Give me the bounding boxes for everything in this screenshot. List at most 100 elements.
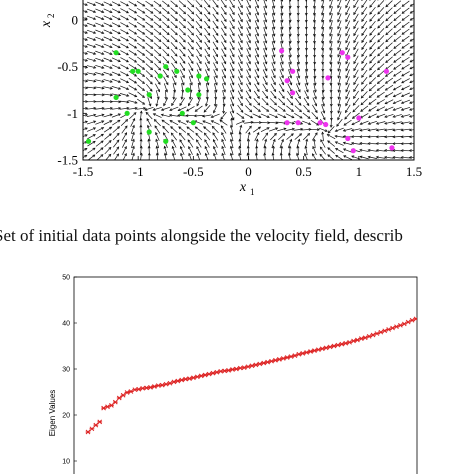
green-data-point: [190, 120, 196, 126]
field-arrow: [221, 145, 226, 156]
field-arrow: [262, 83, 268, 93]
field-arrow: [296, 69, 301, 79]
field-arrow: [104, 133, 112, 140]
field-arrow: [153, 35, 162, 43]
field-arrow: [353, 55, 359, 65]
eigen-value-point: [163, 381, 169, 387]
field-arrow: [401, 0, 410, 7]
field-arrow: [221, 131, 226, 141]
field-arrow: [103, 15, 113, 21]
field-arrow: [86, 79, 97, 83]
field-arrow: [287, 76, 293, 86]
field-arrow: [337, 104, 342, 114]
field-arrow: [232, 0, 235, 2]
field-arrow: [229, 145, 234, 156]
field-arrow: [163, 145, 168, 156]
field-arrow: [271, 55, 276, 65]
field-arrow: [312, 90, 317, 100]
field-arrow: [246, 27, 251, 37]
field-arrow: [368, 91, 377, 99]
field-arrow: [254, 20, 260, 30]
field-arrow: [204, 145, 210, 155]
eigen-value-point: [351, 338, 356, 344]
field-arrow: [229, 62, 235, 72]
field-arrow: [312, 104, 318, 114]
field-arrow: [254, 55, 260, 65]
eigen-value-point: [284, 355, 290, 360]
eigen-value-point: [198, 373, 204, 379]
field-arrow: [260, 121, 271, 125]
field-arrow: [162, 69, 169, 78]
field-arrow: [359, 141, 369, 145]
field-arrow: [321, 20, 325, 30]
field-arrow: [120, 78, 130, 84]
field-arrow: [103, 120, 113, 125]
field-arrow: [146, 83, 153, 92]
field-arrow: [87, 147, 96, 154]
field-arrow: [260, 113, 270, 118]
field-arrow: [269, 105, 278, 112]
field-arrow: [86, 43, 97, 48]
field-arrow: [119, 93, 130, 97]
field-arrow: [271, 13, 276, 23]
field-arrow: [120, 57, 129, 63]
field-arrow: [408, 135, 414, 139]
field-arrow: [353, 0, 359, 9]
field-arrow: [353, 76, 359, 86]
field-arrow: [213, 104, 218, 114]
field-arrow: [221, 34, 227, 44]
field-arrow: [170, 42, 178, 50]
field-arrow: [401, 85, 410, 91]
field-arrow: [83, 44, 89, 48]
field-arrow: [195, 41, 202, 50]
field-arrow: [329, 6, 333, 16]
field-arrow: [204, 20, 211, 29]
field-arrow: [304, 145, 308, 156]
magenta-data-point: [345, 54, 351, 60]
field-arrow: [246, 20, 251, 30]
field-arrow: [164, 90, 168, 100]
field-arrow: [254, 83, 260, 93]
field-arrow: [280, 55, 284, 65]
eigen-y-tick-label: 30: [62, 367, 70, 374]
field-arrow: [281, 0, 284, 2]
field-arrow: [221, 55, 227, 65]
field-arrow: [401, 14, 410, 21]
field-arrow: [145, 49, 154, 56]
field-arrow: [179, 69, 185, 79]
field-arrow: [313, 0, 316, 2]
field-arrow: [321, 131, 325, 142]
field-arrow: [368, 84, 377, 92]
green-data-point: [185, 87, 191, 93]
x-tick-label: -0.5: [183, 164, 204, 179]
field-arrow: [188, 62, 194, 72]
field-arrow: [155, 152, 159, 160]
eigen-y-tick-label: 50: [62, 275, 70, 282]
field-arrow: [353, 62, 359, 72]
field-arrow: [229, 69, 235, 79]
field-arrow: [377, 35, 385, 43]
field-arrow: [128, 63, 138, 70]
field-arrow: [279, 62, 284, 72]
field-arrow: [337, 62, 342, 72]
field-arrow: [263, 6, 268, 16]
field-arrow: [95, 140, 104, 147]
field-arrow: [278, 133, 286, 140]
field-arrow: [178, 0, 187, 8]
field-arrow: [368, 77, 377, 85]
field-arrow: [137, 98, 146, 105]
field-arrow: [401, 21, 410, 28]
field-arrow: [337, 6, 342, 16]
field-arrow: [131, 138, 135, 149]
field-arrow: [137, 56, 146, 63]
field-arrow: [86, 22, 97, 27]
field-arrow: [128, 36, 138, 42]
field-arrow: [229, 90, 235, 100]
x-tick-label: 1.5: [406, 164, 422, 179]
field-arrow: [368, 98, 377, 105]
field-arrow: [329, 118, 333, 128]
field-arrow: [296, 76, 301, 86]
eigen-value-point: [194, 374, 200, 380]
field-arrow: [288, 41, 292, 51]
field-arrow: [128, 15, 138, 21]
